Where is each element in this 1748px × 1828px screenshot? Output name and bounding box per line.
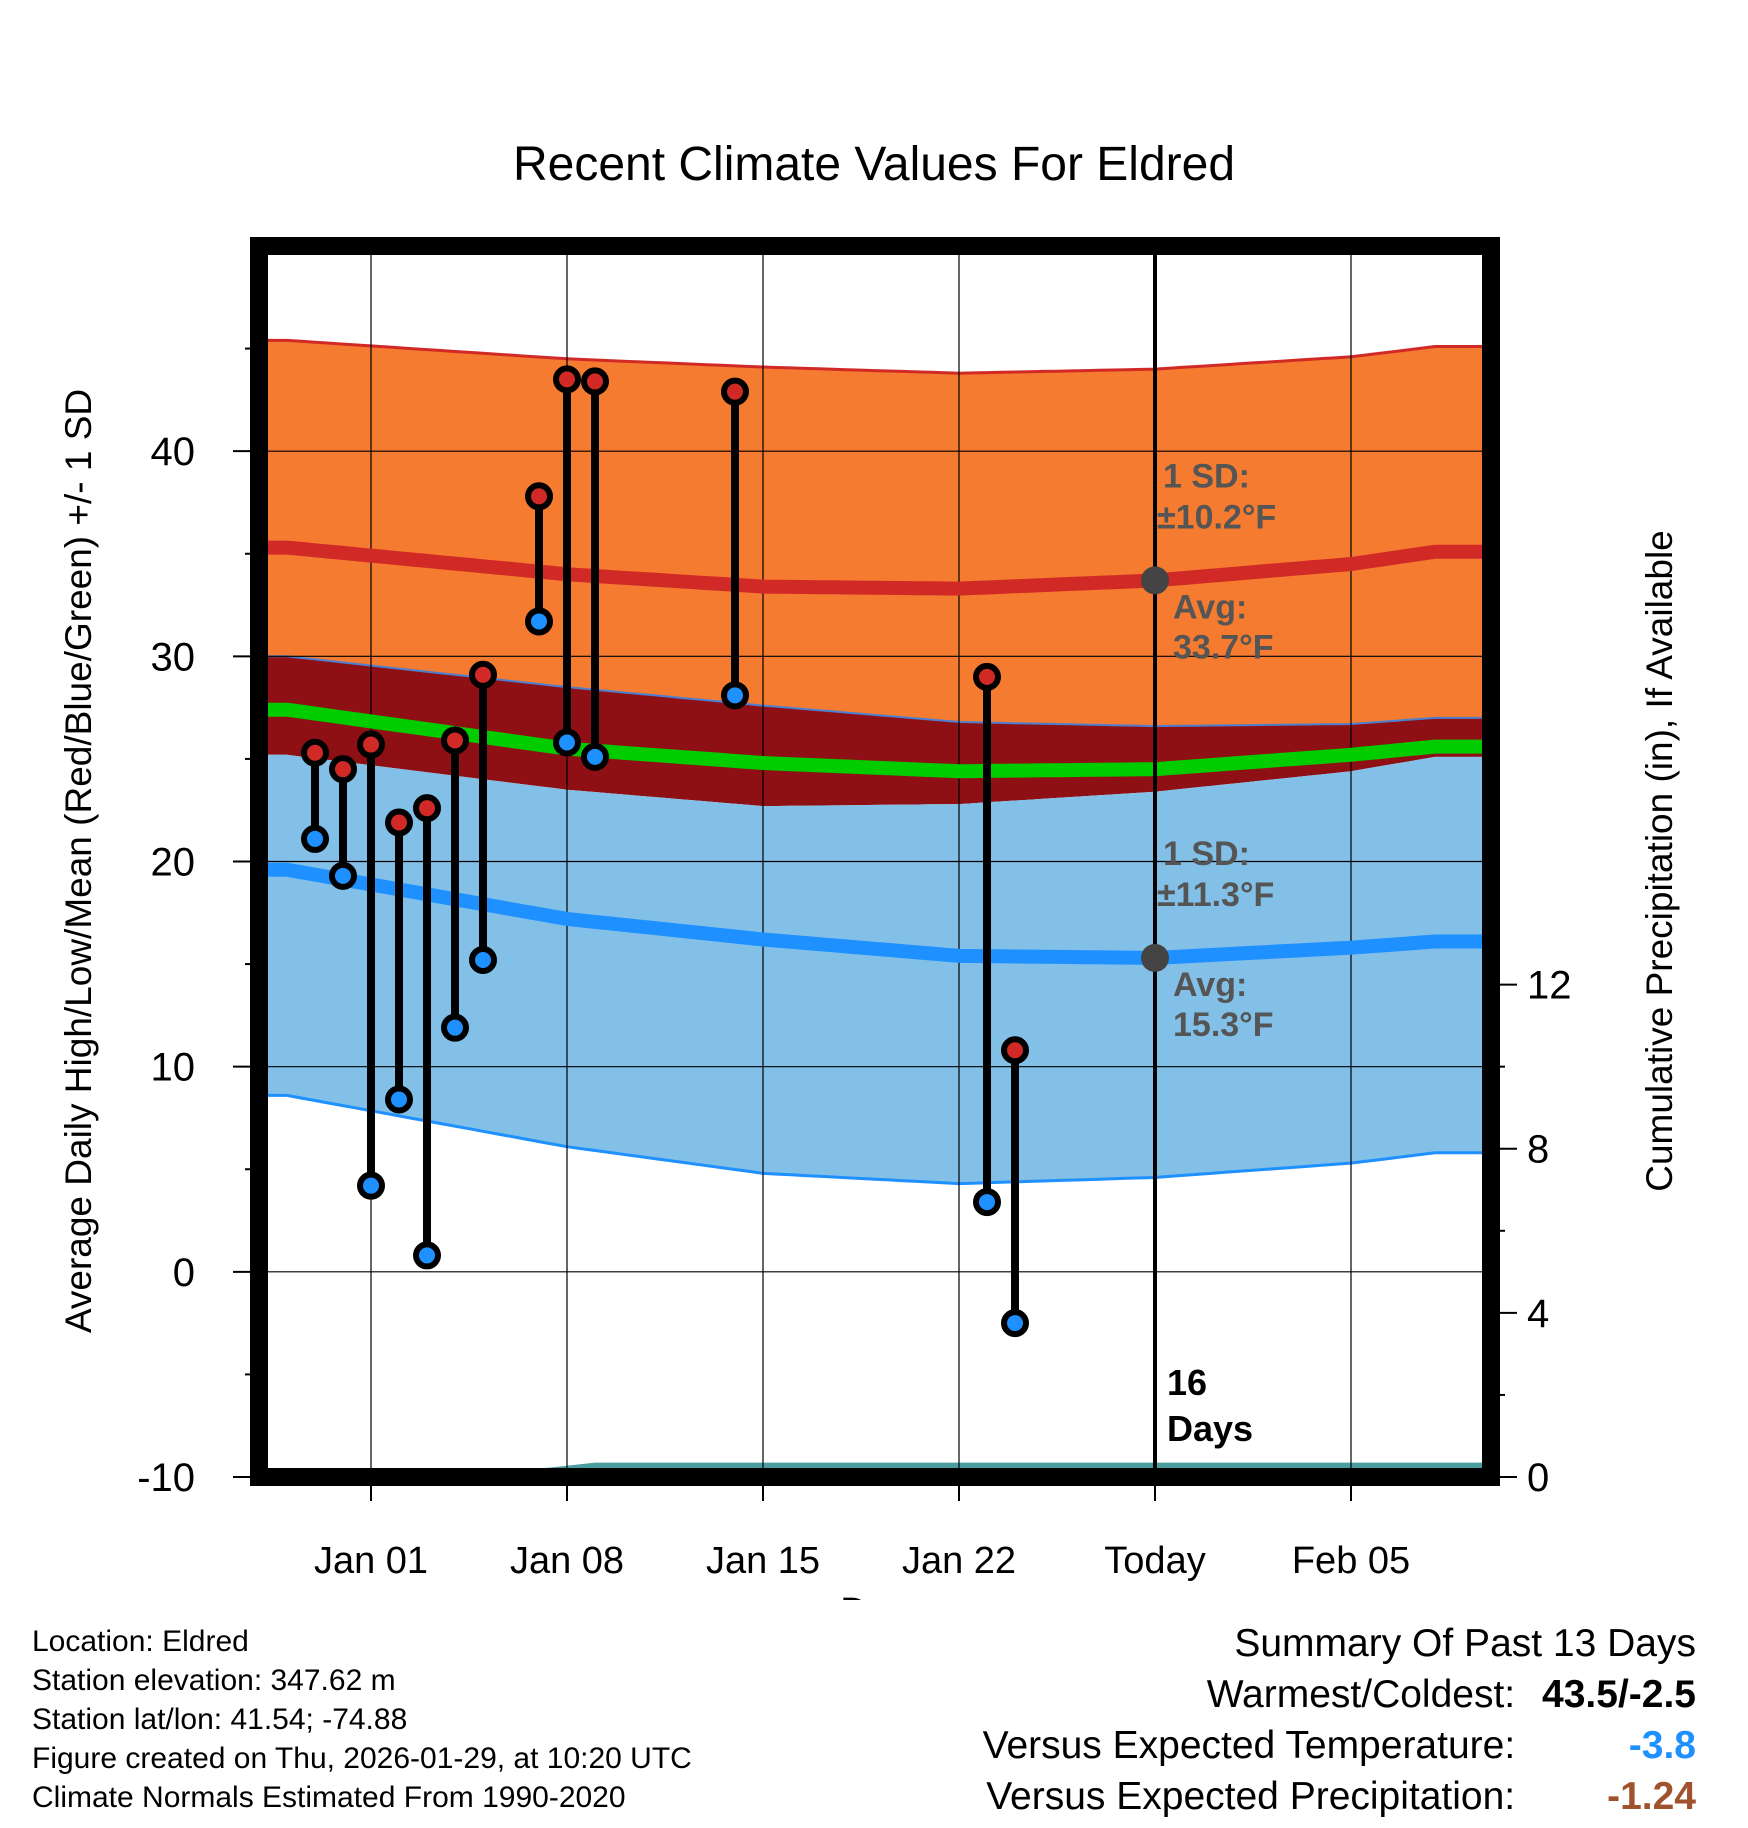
latlon-line: Station lat/lon: 41.54; -74.88 — [32, 1703, 408, 1736]
low-sd-lower-edge — [260, 1093, 1490, 1186]
obs-low-dot-4 — [413, 1241, 441, 1270]
y-tick-label-left--10: -10 — [137, 1456, 195, 1500]
obs-high-dot-3 — [385, 808, 413, 837]
low-avg-value: 15.3°F — [1173, 1006, 1274, 1044]
low-sd-value: ±11.3°F — [1157, 876, 1274, 914]
y-tick-label-right-0: 0 — [1527, 1456, 1549, 1500]
obs-low-dot-6 — [469, 945, 497, 974]
high-avg-marker — [1141, 566, 1169, 595]
low-avg-title: Avg: — [1173, 966, 1247, 1004]
obs-low-dot-5 — [441, 1013, 469, 1042]
low-sd-title: 1 SD: — [1163, 835, 1250, 873]
obs-low-dot-12 — [1001, 1309, 1029, 1338]
high-sd-upper-edge — [260, 338, 1490, 375]
y-axis-label-right: Cumulative Precipitation (in), If Availa… — [1639, 530, 1680, 1192]
obs-low-dot-9 — [581, 742, 609, 771]
temp-value: -3.8 — [1628, 1724, 1696, 1767]
obs-high-dot-5 — [441, 726, 469, 755]
days-word-label: Days — [1167, 1408, 1253, 1449]
high-avg-value: 33.7°F — [1173, 628, 1274, 666]
high-avg-title: Avg: — [1173, 588, 1247, 626]
summary-temp: Versus Expected Temperature: -3.8 — [983, 1720, 1696, 1771]
y-tick-label-right-4: 4 — [1527, 1292, 1549, 1336]
obs-low-dot-7 — [525, 607, 553, 636]
x-tick-label-jan-22: Jan 22 — [902, 1540, 1016, 1582]
low-avg-marker — [1141, 943, 1169, 972]
location-line: Location: Eldred — [32, 1625, 249, 1658]
obs-high-dot-9 — [581, 367, 609, 396]
x-axis-label: Day — [840, 1591, 908, 1600]
precip-value: -1.24 — [1607, 1775, 1696, 1818]
obs-high-dot-10 — [721, 377, 749, 406]
y-tick-label-left-20: 20 — [151, 841, 196, 885]
obs-high-dot-2 — [357, 730, 385, 759]
low-sd-upper-edge — [260, 655, 1490, 728]
obs-low-dot-3 — [385, 1085, 413, 1114]
obs-high-dot-4 — [413, 794, 441, 823]
obs-low-dot-10 — [721, 681, 749, 710]
summary-precip: Versus Expected Precipitation: -1.24 — [983, 1771, 1696, 1822]
summary-warm-cold: Warmest/Coldest: 43.5/-2.5 — [983, 1669, 1696, 1720]
created-line: Figure created on Thu, 2026-01-29, at 10… — [32, 1742, 692, 1775]
days-count-label: 16 — [1167, 1362, 1207, 1403]
y-axis-label-left: Average Daily High/Low/Mean (Red/Blue/Gr… — [58, 389, 99, 1333]
x-tick-label-today: Today — [1104, 1540, 1205, 1582]
obs-high-dot-12 — [1001, 1036, 1029, 1065]
y-tick-label-left-0: 0 — [173, 1251, 195, 1295]
high-sd-band — [260, 340, 1490, 727]
y-tick-label-left-10: 10 — [151, 1046, 196, 1090]
y-tick-label-right-8: 8 — [1527, 1128, 1549, 1172]
summary-panel: Summary Of Past 13 Days Warmest/Coldest:… — [983, 1618, 1696, 1822]
x-tick-label-jan-15: Jan 15 — [706, 1540, 820, 1582]
x-tick-label-jan-08: Jan 08 — [510, 1540, 624, 1582]
temp-label: Versus Expected Temperature: — [982, 1724, 1516, 1767]
normals-line: Climate Normals Estimated From 1990-2020 — [32, 1781, 626, 1814]
obs-high-dot-11 — [973, 662, 1001, 691]
y-tick-label-left-40: 40 — [151, 430, 196, 474]
precip-label: Versus Expected Precipitation: — [986, 1775, 1516, 1818]
high-sd-value: ±10.2°F — [1157, 498, 1276, 536]
obs-high-dot-7 — [525, 482, 553, 511]
warm-cold-value: 43.5/-2.5 — [1542, 1673, 1696, 1716]
y-tick-label-left-30: 30 — [151, 635, 196, 679]
climate-chart: Recent Climate Values For Eldred 1 SD:±1… — [58, 138, 1680, 1600]
warm-cold-label: Warmest/Coldest: — [1206, 1673, 1516, 1716]
obs-low-dot-0 — [301, 824, 329, 853]
obs-low-dot-1 — [329, 861, 357, 890]
high-sd-title: 1 SD: — [1163, 457, 1250, 495]
normal-high-line — [260, 540, 1490, 596]
y-tick-label-right-12: 12 — [1527, 964, 1572, 1008]
obs-high-dot-0 — [301, 738, 329, 767]
obs-low-dot-2 — [357, 1171, 385, 1200]
elevation-line: Station elevation: 347.62 m — [32, 1664, 396, 1697]
chart-title: Recent Climate Values For Eldred — [513, 138, 1235, 191]
normal-low-line — [260, 862, 1490, 965]
station-info: Location: Eldred Station elevation: 347.… — [32, 1622, 692, 1817]
obs-high-dot-6 — [469, 660, 497, 689]
obs-low-dot-8 — [553, 728, 581, 757]
obs-low-dot-11 — [973, 1188, 1001, 1217]
x-tick-label-feb-05: Feb 05 — [1292, 1540, 1410, 1582]
obs-high-dot-8 — [553, 365, 581, 394]
x-tick-label-jan-01: Jan 01 — [314, 1540, 428, 1582]
obs-high-dot-1 — [329, 755, 357, 784]
low-sd-band — [260, 754, 1490, 1184]
summary-title: Summary Of Past 13 Days — [1234, 1622, 1696, 1665]
